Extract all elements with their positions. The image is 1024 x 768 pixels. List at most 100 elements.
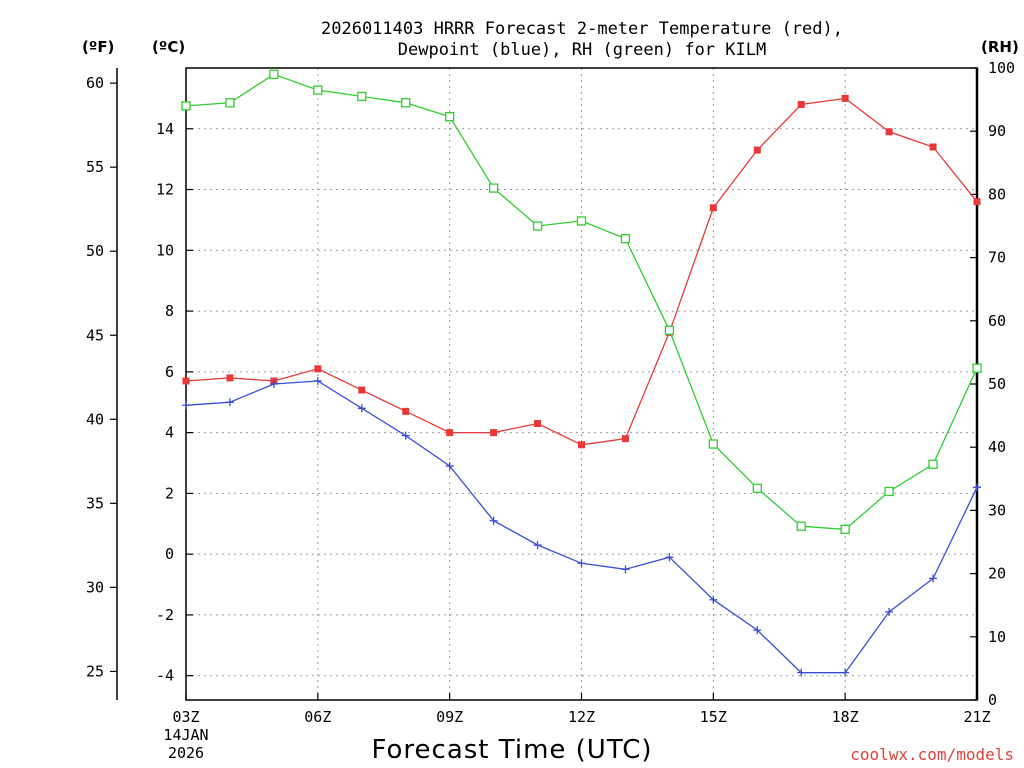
dewpoint-point [621, 565, 630, 574]
celsius-tick-label: 0 [165, 545, 174, 563]
dewpoint-point [401, 431, 410, 440]
celsius-axis: -4 -2 0 2 4 6 8 10 12 14 [156, 120, 193, 685]
chart-title-line1: 2026011403 HRRR Forecast 2-meter Tempera… [321, 19, 843, 39]
temperature-point [578, 441, 585, 449]
dewpoint-point [313, 376, 322, 385]
temperature-point [753, 146, 761, 154]
dewpoint-point [929, 574, 938, 583]
rh-tick-label: 100 [988, 59, 1015, 77]
rh-point [401, 98, 411, 108]
plot-frame [185, 67, 978, 701]
credit-text: coolwx.com/models [850, 745, 1014, 764]
temperature-point [885, 128, 893, 136]
rh-tick-label: 60 [988, 312, 1006, 330]
rh-point [313, 85, 323, 95]
celsius-tick-label: 10 [156, 241, 174, 259]
dewpoint-point [665, 553, 674, 562]
celsius-tick-label: 14 [156, 120, 174, 138]
temperature-point [929, 143, 937, 151]
dewpoint-point [841, 668, 850, 677]
temperature-point [446, 429, 454, 437]
celsius-tick-label: -2 [156, 606, 174, 624]
chart-title-line2: Dewpoint (blue), RH (green) for KILM [398, 40, 766, 60]
rh-point [576, 216, 587, 226]
fahrenheit-tick-label: 60 [86, 74, 104, 92]
rh-point [445, 112, 455, 122]
rh-tick-label: 50 [988, 375, 1006, 393]
temperature-point [182, 377, 190, 385]
x-axis-title: Forecast Time (UTC) [371, 735, 652, 765]
rh-point [972, 363, 982, 373]
x-tick-label: 06Z [304, 708, 331, 726]
temperature-point [490, 429, 498, 437]
rh-axis: 0 10 20 30 40 50 60 70 80 90 100 [970, 59, 1015, 709]
rh-tick-label: 80 [988, 185, 1006, 203]
dewpoint-point [533, 541, 542, 550]
temperature-point [226, 374, 234, 382]
temperature-point [709, 204, 717, 212]
rh-point [884, 486, 894, 497]
dewpoint-point [577, 559, 586, 568]
celsius-tick-label: 6 [165, 363, 174, 381]
x-tick-label: 18Z [832, 708, 859, 726]
rh-tick-label: 90 [988, 122, 1006, 140]
dewpoint-point [357, 404, 366, 413]
temperature-point [797, 100, 805, 108]
temperature-point [973, 198, 981, 206]
rh-point [269, 69, 279, 79]
fahrenheit-tick-label: 40 [86, 410, 104, 428]
temperature-point [841, 94, 849, 102]
dewpoint-line [185, 380, 978, 674]
x-tick-label: 03Z [172, 708, 199, 726]
temperature-point [358, 386, 366, 394]
x-tick-label: 15Z [700, 708, 727, 726]
fahrenheit-axis: 25 30 35 40 45 50 55 60 [86, 74, 117, 680]
date-line2: 2026 [168, 744, 204, 762]
celsius-tick-label: -4 [156, 667, 174, 685]
rh-point [532, 221, 543, 231]
dewpoint-point [797, 668, 806, 677]
rh-tick-label: 0 [988, 691, 997, 709]
rh-point [708, 439, 718, 449]
temperature-point [534, 420, 542, 427]
x-tick-label: 21Z [963, 708, 990, 726]
rh-tick-label: 30 [988, 501, 1006, 519]
gridlines [186, 68, 977, 700]
celsius-unit-label: (ºC) [152, 38, 185, 56]
celsius-tick-label: 12 [156, 181, 174, 199]
celsius-tick-label: 2 [165, 484, 174, 502]
fahrenheit-tick-label: 35 [86, 494, 104, 512]
rh-point [357, 91, 367, 102]
fahrenheit-tick-label: 50 [86, 242, 104, 260]
fahrenheit-unit-label: (ºF) [82, 38, 114, 56]
rh-tick-label: 40 [988, 438, 1006, 456]
fahrenheit-tick-label: 25 [86, 662, 104, 680]
rh-point [225, 98, 235, 108]
dewpoint-point [225, 398, 234, 407]
rh-point [620, 233, 631, 244]
rh-tick-label: 70 [988, 249, 1006, 267]
rh-unit-label: (RH) [981, 38, 1019, 56]
rh-tick-label: 20 [988, 565, 1006, 583]
dewpoint-point [753, 626, 762, 635]
date-line1: 14JAN [163, 726, 208, 744]
rh-line [185, 73, 978, 531]
dewpoint-point [269, 380, 278, 388]
fahrenheit-tick-label: 45 [86, 326, 104, 344]
rh-point [488, 183, 499, 193]
dewpoint-point [973, 483, 981, 492]
celsius-tick-label: 4 [165, 424, 174, 442]
rh-point [928, 459, 938, 469]
temperature-point [314, 365, 322, 373]
dewpoint-point [885, 607, 894, 616]
rh-tick-label: 10 [988, 628, 1006, 646]
rh-point [181, 101, 191, 111]
rh-point [840, 524, 850, 535]
temperature-point [402, 407, 410, 415]
fahrenheit-tick-label: 55 [86, 158, 104, 176]
dewpoint-point [445, 462, 454, 471]
fahrenheit-tick-label: 30 [86, 578, 104, 596]
x-tick-label: 12Z [568, 708, 595, 726]
celsius-tick-label: 8 [165, 302, 174, 320]
